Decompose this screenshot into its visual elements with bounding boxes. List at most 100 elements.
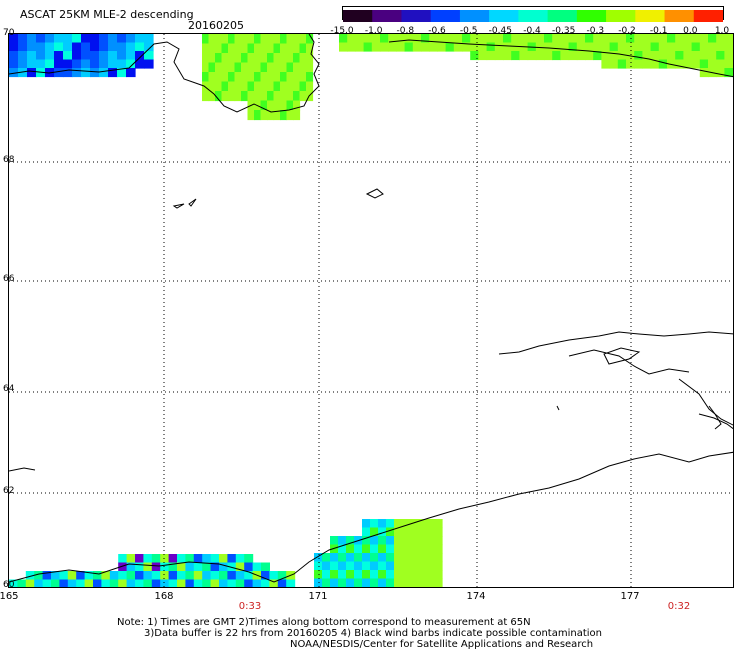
data-cell bbox=[135, 42, 145, 52]
data-cell bbox=[453, 42, 463, 52]
data-cell bbox=[286, 62, 294, 73]
data-cell bbox=[293, 110, 301, 121]
lat-label-66: 66 bbox=[3, 274, 15, 284]
data-cell bbox=[81, 59, 91, 69]
data-cell bbox=[380, 42, 389, 52]
colorbar-label: 0.0 bbox=[683, 26, 698, 36]
data-cell bbox=[101, 571, 111, 581]
coastline-path bbox=[388, 39, 733, 78]
data-cell bbox=[25, 571, 35, 581]
data-cell bbox=[362, 578, 371, 587]
colorbar-label: -0.4 bbox=[523, 26, 541, 36]
data-cell bbox=[17, 579, 27, 587]
data-cell bbox=[322, 561, 331, 571]
data-cell bbox=[168, 554, 178, 564]
data-cell bbox=[418, 578, 427, 587]
data-cell bbox=[90, 34, 100, 44]
data-cell bbox=[244, 571, 254, 581]
data-cell bbox=[642, 42, 652, 52]
data-cell bbox=[108, 51, 118, 61]
coastline-path bbox=[603, 347, 641, 365]
data-cell bbox=[410, 527, 419, 537]
data-cell bbox=[346, 587, 355, 588]
data-cell bbox=[434, 578, 443, 587]
data-cell bbox=[338, 553, 347, 563]
data-cell bbox=[699, 34, 709, 44]
data-cell bbox=[143, 579, 153, 587]
data-cell bbox=[254, 81, 262, 92]
data-cell bbox=[208, 53, 216, 64]
data-cell bbox=[410, 536, 419, 546]
data-cell bbox=[378, 553, 387, 563]
data-cell bbox=[426, 570, 435, 580]
data-cell bbox=[273, 110, 281, 121]
data-cell bbox=[34, 579, 44, 587]
data-cell bbox=[330, 536, 339, 546]
data-cell bbox=[286, 43, 294, 54]
colorbar-swatch bbox=[401, 10, 432, 22]
lon-label-177: 177 bbox=[620, 591, 640, 602]
data-cell bbox=[135, 562, 144, 572]
colorbar-label: -0.1 bbox=[649, 26, 668, 36]
data-cell bbox=[252, 579, 262, 587]
data-cell bbox=[642, 51, 652, 61]
data-cell bbox=[330, 561, 339, 571]
data-cell bbox=[314, 570, 323, 580]
data-cell bbox=[418, 553, 427, 563]
data-cell bbox=[380, 34, 389, 44]
data-cell bbox=[126, 34, 136, 44]
data-cell bbox=[234, 62, 242, 73]
data-cell bbox=[219, 579, 228, 587]
data-cell bbox=[370, 587, 379, 588]
data-cell bbox=[93, 579, 102, 587]
data-cell bbox=[410, 578, 419, 587]
data-cell bbox=[378, 544, 387, 554]
data-cell bbox=[260, 72, 268, 83]
data-cell bbox=[410, 561, 419, 571]
data-cell bbox=[724, 51, 733, 61]
data-cell bbox=[394, 587, 403, 588]
data-cell bbox=[675, 51, 684, 61]
data-cell bbox=[273, 62, 281, 73]
data-cell bbox=[609, 42, 619, 52]
data-cell bbox=[354, 553, 363, 563]
data-cell bbox=[277, 579, 287, 587]
data-cell bbox=[378, 578, 387, 587]
data-cell bbox=[347, 42, 356, 52]
data-cell bbox=[410, 570, 419, 580]
colorbar-label: 1.0 bbox=[714, 26, 730, 36]
data-cell bbox=[210, 579, 220, 587]
data-cell bbox=[269, 571, 279, 581]
data-cell bbox=[402, 553, 411, 563]
data-cell bbox=[135, 571, 144, 581]
data-cell bbox=[434, 544, 443, 554]
data-cell bbox=[273, 34, 281, 45]
data-cell bbox=[370, 570, 379, 580]
data-cell bbox=[273, 72, 281, 83]
data-cell bbox=[593, 34, 602, 44]
data-cell bbox=[280, 91, 288, 102]
data-cell bbox=[299, 62, 307, 73]
data-cell bbox=[511, 34, 520, 44]
data-cell bbox=[208, 43, 216, 54]
data-cell bbox=[691, 59, 701, 69]
data-cell bbox=[691, 42, 701, 52]
data-cell bbox=[210, 571, 220, 581]
data-cell bbox=[84, 571, 94, 581]
data-cell bbox=[234, 53, 242, 64]
time-label-2: 0:32 bbox=[667, 601, 691, 612]
data-cell bbox=[362, 561, 371, 571]
data-cell bbox=[386, 519, 395, 529]
data-cell bbox=[434, 553, 443, 563]
graticule bbox=[9, 34, 733, 587]
data-cell bbox=[260, 43, 268, 54]
data-cell bbox=[54, 59, 64, 69]
data-cell bbox=[576, 51, 586, 61]
colorbar-swatch bbox=[489, 10, 519, 22]
colorbar-label: -0.6 bbox=[428, 26, 446, 36]
data-cell bbox=[421, 42, 430, 52]
data-cell bbox=[267, 53, 275, 64]
data-cell bbox=[27, 51, 37, 61]
data-cell bbox=[126, 562, 136, 572]
data-cell bbox=[470, 34, 479, 44]
